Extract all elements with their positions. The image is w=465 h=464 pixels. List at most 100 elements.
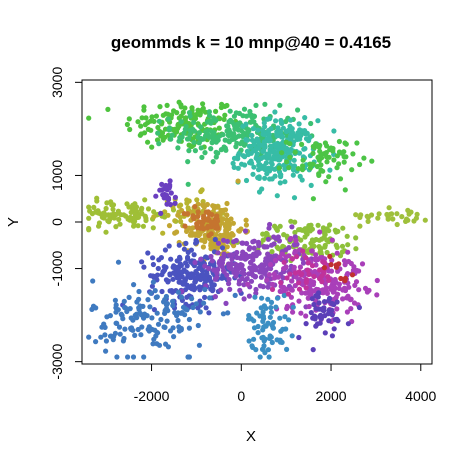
data-point — [274, 133, 280, 139]
data-point — [178, 113, 184, 119]
data-point — [329, 237, 335, 243]
data-point — [262, 244, 268, 250]
data-point — [296, 121, 302, 127]
data-point — [242, 162, 248, 168]
x-tick-label: 4000 — [405, 388, 436, 404]
data-point — [252, 147, 258, 153]
x-tick-label: -2000 — [134, 388, 170, 404]
data-point — [198, 145, 204, 151]
data-point — [136, 296, 142, 302]
data-point — [141, 315, 147, 321]
data-point — [172, 218, 178, 224]
data-point — [244, 240, 250, 247]
data-point — [198, 276, 204, 283]
data-point — [148, 290, 154, 296]
data-point — [365, 218, 371, 224]
data-point — [334, 165, 340, 171]
data-point — [354, 140, 360, 146]
data-point — [212, 276, 218, 282]
data-point — [200, 220, 206, 226]
data-point — [276, 165, 282, 171]
data-point — [334, 250, 340, 256]
data-point — [188, 272, 194, 278]
data-point — [213, 149, 219, 155]
data-point — [306, 138, 312, 144]
data-point — [117, 331, 123, 337]
data-point — [86, 334, 92, 340]
data-point — [131, 282, 137, 288]
data-point — [196, 130, 202, 136]
data-point — [199, 154, 205, 160]
data-point — [257, 283, 263, 289]
data-point — [316, 244, 322, 250]
data-point — [303, 255, 309, 261]
data-point — [89, 211, 95, 217]
data-point — [243, 222, 249, 228]
data-point — [174, 110, 180, 116]
data-point — [336, 138, 342, 145]
data-point — [399, 214, 405, 220]
data-point — [116, 324, 123, 330]
data-point — [394, 221, 400, 228]
data-point — [265, 320, 271, 326]
data-point — [268, 160, 274, 166]
data-point — [103, 338, 109, 344]
data-point — [349, 272, 356, 278]
data-point — [113, 302, 119, 308]
data-point — [149, 144, 155, 150]
data-point — [296, 286, 303, 292]
data-point — [126, 294, 132, 300]
data-point — [237, 255, 243, 261]
data-point — [147, 304, 153, 310]
data-point — [206, 134, 212, 140]
data-point — [341, 159, 347, 165]
data-point — [194, 221, 200, 227]
data-point — [375, 215, 381, 221]
data-point — [279, 133, 285, 139]
data-point — [303, 313, 309, 319]
data-point — [327, 253, 333, 259]
data-point — [110, 206, 116, 212]
data-point — [287, 154, 293, 160]
data-point — [247, 108, 253, 115]
data-point — [103, 205, 109, 212]
data-point — [254, 151, 260, 157]
data-point — [250, 126, 256, 132]
data-point — [326, 277, 332, 283]
data-point — [361, 155, 367, 161]
data-point — [218, 147, 224, 153]
data-point — [91, 204, 97, 210]
data-point — [251, 119, 257, 125]
data-point — [240, 123, 246, 129]
data-point — [206, 310, 212, 316]
data-point — [166, 223, 173, 229]
data-point — [262, 124, 268, 130]
data-point — [226, 226, 232, 232]
data-point — [132, 332, 138, 338]
data-point — [243, 177, 250, 184]
data-point — [255, 138, 261, 144]
data-point — [295, 166, 301, 172]
data-point — [320, 259, 326, 265]
data-point — [329, 257, 335, 263]
data-point — [204, 271, 210, 277]
data-point — [328, 284, 334, 290]
data-point — [225, 138, 231, 144]
data-point — [234, 249, 240, 256]
data-point — [342, 140, 348, 146]
data-point — [135, 223, 141, 229]
data-point — [191, 252, 197, 258]
data-point — [165, 132, 171, 138]
data-point — [256, 189, 263, 195]
data-point — [323, 179, 329, 185]
data-point — [195, 107, 201, 113]
data-point — [222, 112, 228, 118]
data-point — [143, 217, 149, 224]
data-point — [212, 294, 218, 300]
points-layer — [86, 99, 428, 360]
data-point — [253, 102, 259, 108]
data-point — [313, 323, 319, 329]
data-point — [237, 120, 243, 126]
data-point — [296, 132, 302, 138]
data-point — [251, 238, 257, 244]
